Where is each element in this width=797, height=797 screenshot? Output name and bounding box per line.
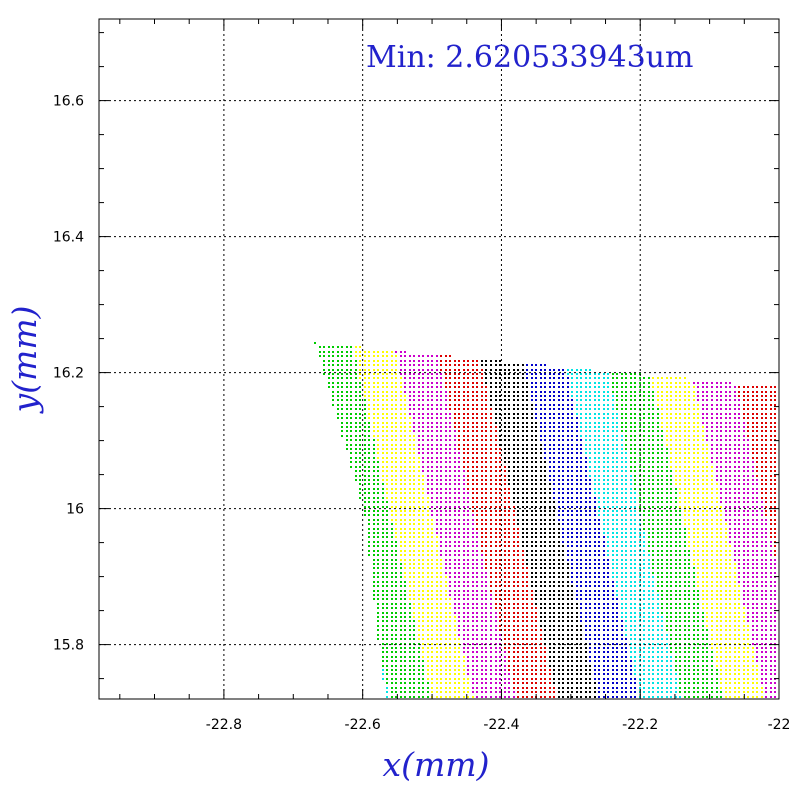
point-band-4 [481,360,596,698]
x-tick-label: -22.4 [483,717,519,733]
y-tick-label: 15.8 [53,638,84,654]
x-tick-labels: -22.8 -22.6 -22.4 -22.2 -22 [206,717,791,733]
x-axis-title: x(mm) [383,745,490,784]
x-tick-label: -22.6 [345,717,381,733]
x-tick-label: -22.8 [206,717,242,733]
y-tick-label: 16 [66,502,84,518]
y-tick-labels: 15.8 16 16.2 16.4 16.6 [53,94,84,654]
y-tick-label: 16.2 [53,366,84,382]
point-band-1 [355,346,763,698]
point-band-3 [440,355,776,698]
plot-frame [98,18,780,700]
x-tick-label: -22 [768,717,791,733]
y-axis-title: y(mm) [5,306,44,415]
y-tick-label: 16.6 [53,94,84,110]
point-band-6 [382,369,681,698]
x-tick-label: -22.2 [622,717,658,733]
tick-marks [99,19,780,699]
annotation-min: Min: 2.620533943um [366,40,693,75]
grid-lines [99,19,779,699]
data-points [314,342,776,698]
y-tick-label: 16.4 [53,230,84,246]
